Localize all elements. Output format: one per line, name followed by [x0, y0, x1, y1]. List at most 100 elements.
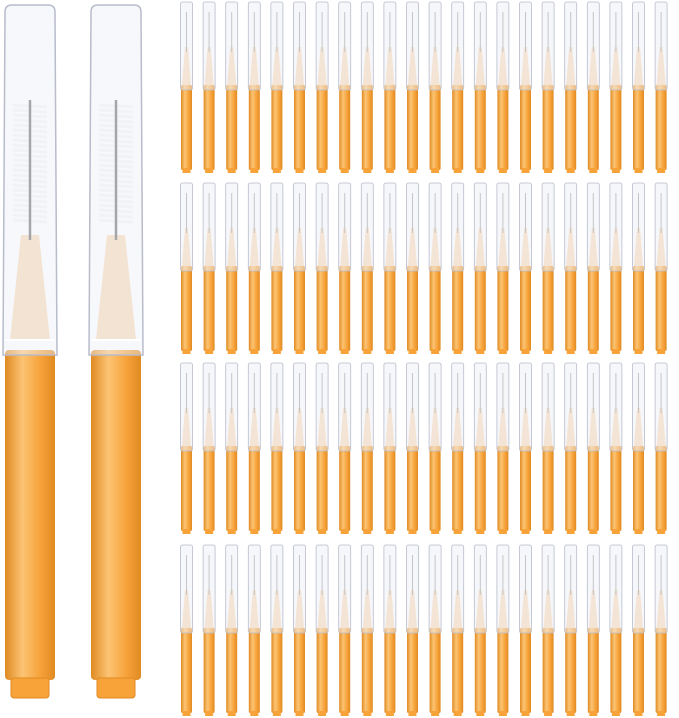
small-brush: [654, 182, 668, 354]
brush-handle: [271, 266, 283, 351]
clear-cap: [519, 362, 532, 452]
brush-handle: [474, 446, 486, 531]
brush-handle: [203, 446, 215, 531]
brush-handle: [520, 628, 531, 713]
brush-handle: [271, 446, 283, 531]
clear-cap: [541, 362, 555, 452]
brush-handle: [565, 628, 577, 713]
clear-cap: [270, 1, 284, 91]
brush-handle: [474, 85, 486, 170]
brush-handle-base: [611, 349, 620, 354]
brush-handle: [587, 266, 599, 351]
clear-cap: [654, 1, 668, 91]
small-brush: [315, 362, 329, 534]
brush-handle-base: [544, 711, 553, 716]
small-brush: [247, 362, 261, 534]
brush-handle: [542, 85, 554, 170]
small-brush: [225, 544, 239, 716]
clear-cap: [632, 182, 645, 272]
brush-handle: [497, 85, 509, 170]
small-brush: [609, 544, 623, 716]
brush-handle-base: [385, 349, 394, 354]
small-brush: [383, 362, 397, 534]
brush-handle: [452, 628, 464, 713]
brush-handle: [203, 85, 215, 170]
brush-handle: [339, 446, 351, 531]
clear-cap: [609, 182, 623, 272]
clear-cap: [428, 1, 442, 91]
clear-cap: [473, 182, 487, 272]
clear-cap: [586, 182, 600, 272]
brush-handle-base: [408, 349, 417, 354]
clear-cap: [293, 544, 306, 634]
brush-handle-base: [182, 529, 191, 534]
brush-handle-base: [227, 711, 236, 716]
small-brush: [406, 362, 419, 534]
brush-handle-base: [634, 168, 643, 173]
brush-handle-base: [431, 168, 440, 173]
brush-handle-base: [431, 711, 440, 716]
clear-cap: [360, 1, 374, 91]
clear-cap: [360, 362, 374, 452]
brush-handle: [181, 85, 192, 170]
clear-cap: [654, 182, 668, 272]
brush-handle-base: [295, 349, 304, 354]
brush-handle: [587, 85, 599, 170]
clear-cap: [519, 1, 532, 91]
clear-cap: [406, 544, 419, 634]
brush-handle: [452, 85, 464, 170]
brush-handle: [316, 628, 328, 713]
brush-handle-base: [385, 529, 394, 534]
brush-handle-base: [10, 677, 50, 699]
brush-handle-base: [453, 711, 462, 716]
clear-cap: [88, 4, 144, 356]
small-brush: [180, 1, 193, 173]
brush-handle: [429, 85, 441, 170]
clear-cap: [473, 1, 487, 91]
brush-handle-base: [521, 711, 530, 716]
brush-handle-base: [657, 168, 666, 173]
small-brush: [315, 1, 329, 173]
small-brush: [383, 182, 397, 354]
small-brush: [564, 182, 578, 354]
small-brush: [360, 362, 374, 534]
small-brush: [428, 362, 442, 534]
small-brush: [473, 1, 487, 173]
clear-cap: [225, 544, 239, 634]
small-brush: [406, 1, 419, 173]
brush-handle: [610, 85, 622, 170]
small-brush: [270, 544, 284, 716]
brush-handle: [248, 266, 260, 351]
brush-handle: [633, 85, 644, 170]
brush-handle: [181, 628, 192, 713]
brush-handle-base: [182, 349, 191, 354]
small-brush: [632, 1, 645, 173]
small-brush: [586, 544, 600, 716]
small-brush: [586, 182, 600, 354]
brush-handle: [294, 628, 305, 713]
clear-cap: [428, 544, 442, 634]
brush-handle-base: [250, 529, 259, 534]
brush-handle: [181, 266, 192, 351]
clear-cap: [225, 1, 239, 91]
brush-handle-base: [340, 529, 349, 534]
brush-handle-base: [250, 168, 259, 173]
brush-handle: [384, 85, 396, 170]
brush-handle-base: [182, 168, 191, 173]
brush-handle: [384, 446, 396, 531]
brush-handle-base: [340, 349, 349, 354]
clear-cap: [428, 362, 442, 452]
brush-handle-base: [318, 529, 327, 534]
clear-cap: [496, 362, 510, 452]
brush-handle: [520, 446, 531, 531]
clear-cap: [247, 1, 261, 91]
small-brush: [360, 1, 374, 173]
brush-handle: [226, 446, 238, 531]
brush-handle-base: [250, 349, 259, 354]
brush-handle-base: [431, 349, 440, 354]
brush-handle: [610, 446, 622, 531]
brush-handle-base: [498, 168, 507, 173]
small-brush: [202, 1, 216, 173]
clear-cap: [609, 362, 623, 452]
brush-handle: [294, 85, 305, 170]
